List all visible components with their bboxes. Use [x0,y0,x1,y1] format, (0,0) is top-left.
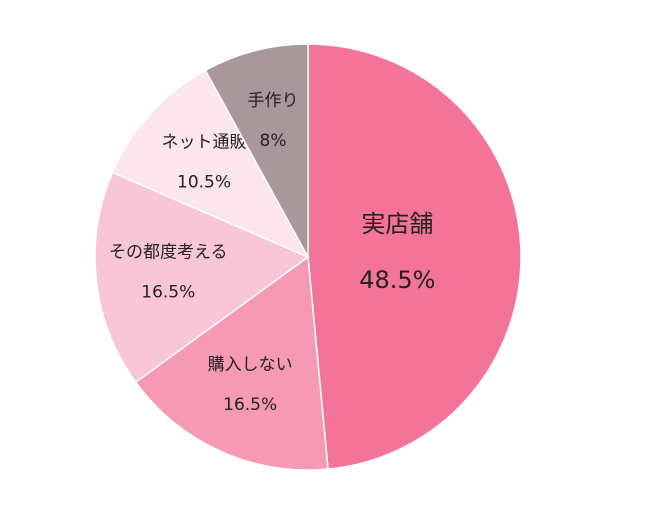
value-label: 16.5% [141,282,195,302]
value-label: 8% [260,131,287,151]
slice-label: 実店舗 [361,210,433,238]
value-label: 10.5% [177,172,231,192]
slice-label: 購入しない [208,355,293,375]
pie-slice [111,69,310,259]
slice-label: 手作り [248,91,299,111]
slice-label: ネット通販 [162,132,247,152]
pie-slice [204,43,309,258]
pie-slice [94,171,310,384]
pie-slice [134,255,329,471]
value-label: 16.5% [223,395,277,415]
value-label: 48.5% [359,266,435,294]
slice-label: その都度考える [109,242,228,262]
pie-slice [307,43,522,470]
